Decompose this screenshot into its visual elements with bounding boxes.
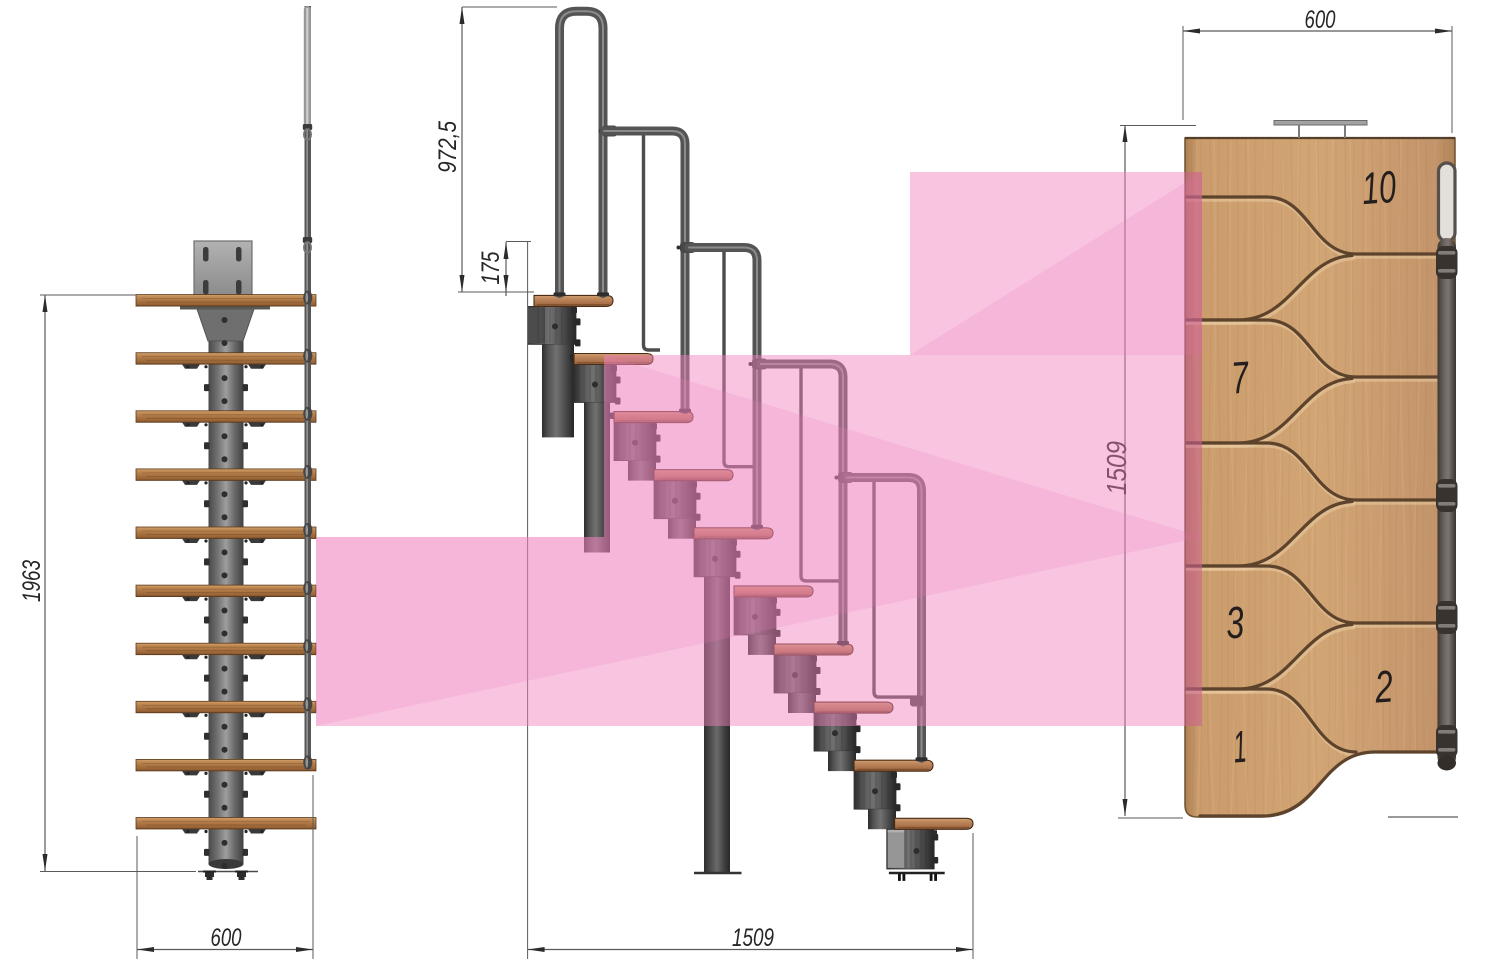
svg-text:600: 600 [1305, 6, 1336, 34]
svg-text:1509: 1509 [1101, 441, 1132, 495]
svg-text:1963: 1963 [18, 560, 46, 602]
svg-text:10: 10 [1360, 161, 1397, 214]
svg-text:972,5: 972,5 [434, 121, 462, 173]
svg-text:600: 600 [211, 924, 242, 952]
svg-text:3: 3 [1224, 596, 1246, 648]
svg-text:7: 7 [1230, 351, 1252, 403]
svg-text:175: 175 [477, 251, 505, 284]
svg-text:2: 2 [1372, 660, 1394, 712]
svg-text:1: 1 [1232, 721, 1249, 773]
svg-text:1509: 1509 [732, 924, 774, 952]
